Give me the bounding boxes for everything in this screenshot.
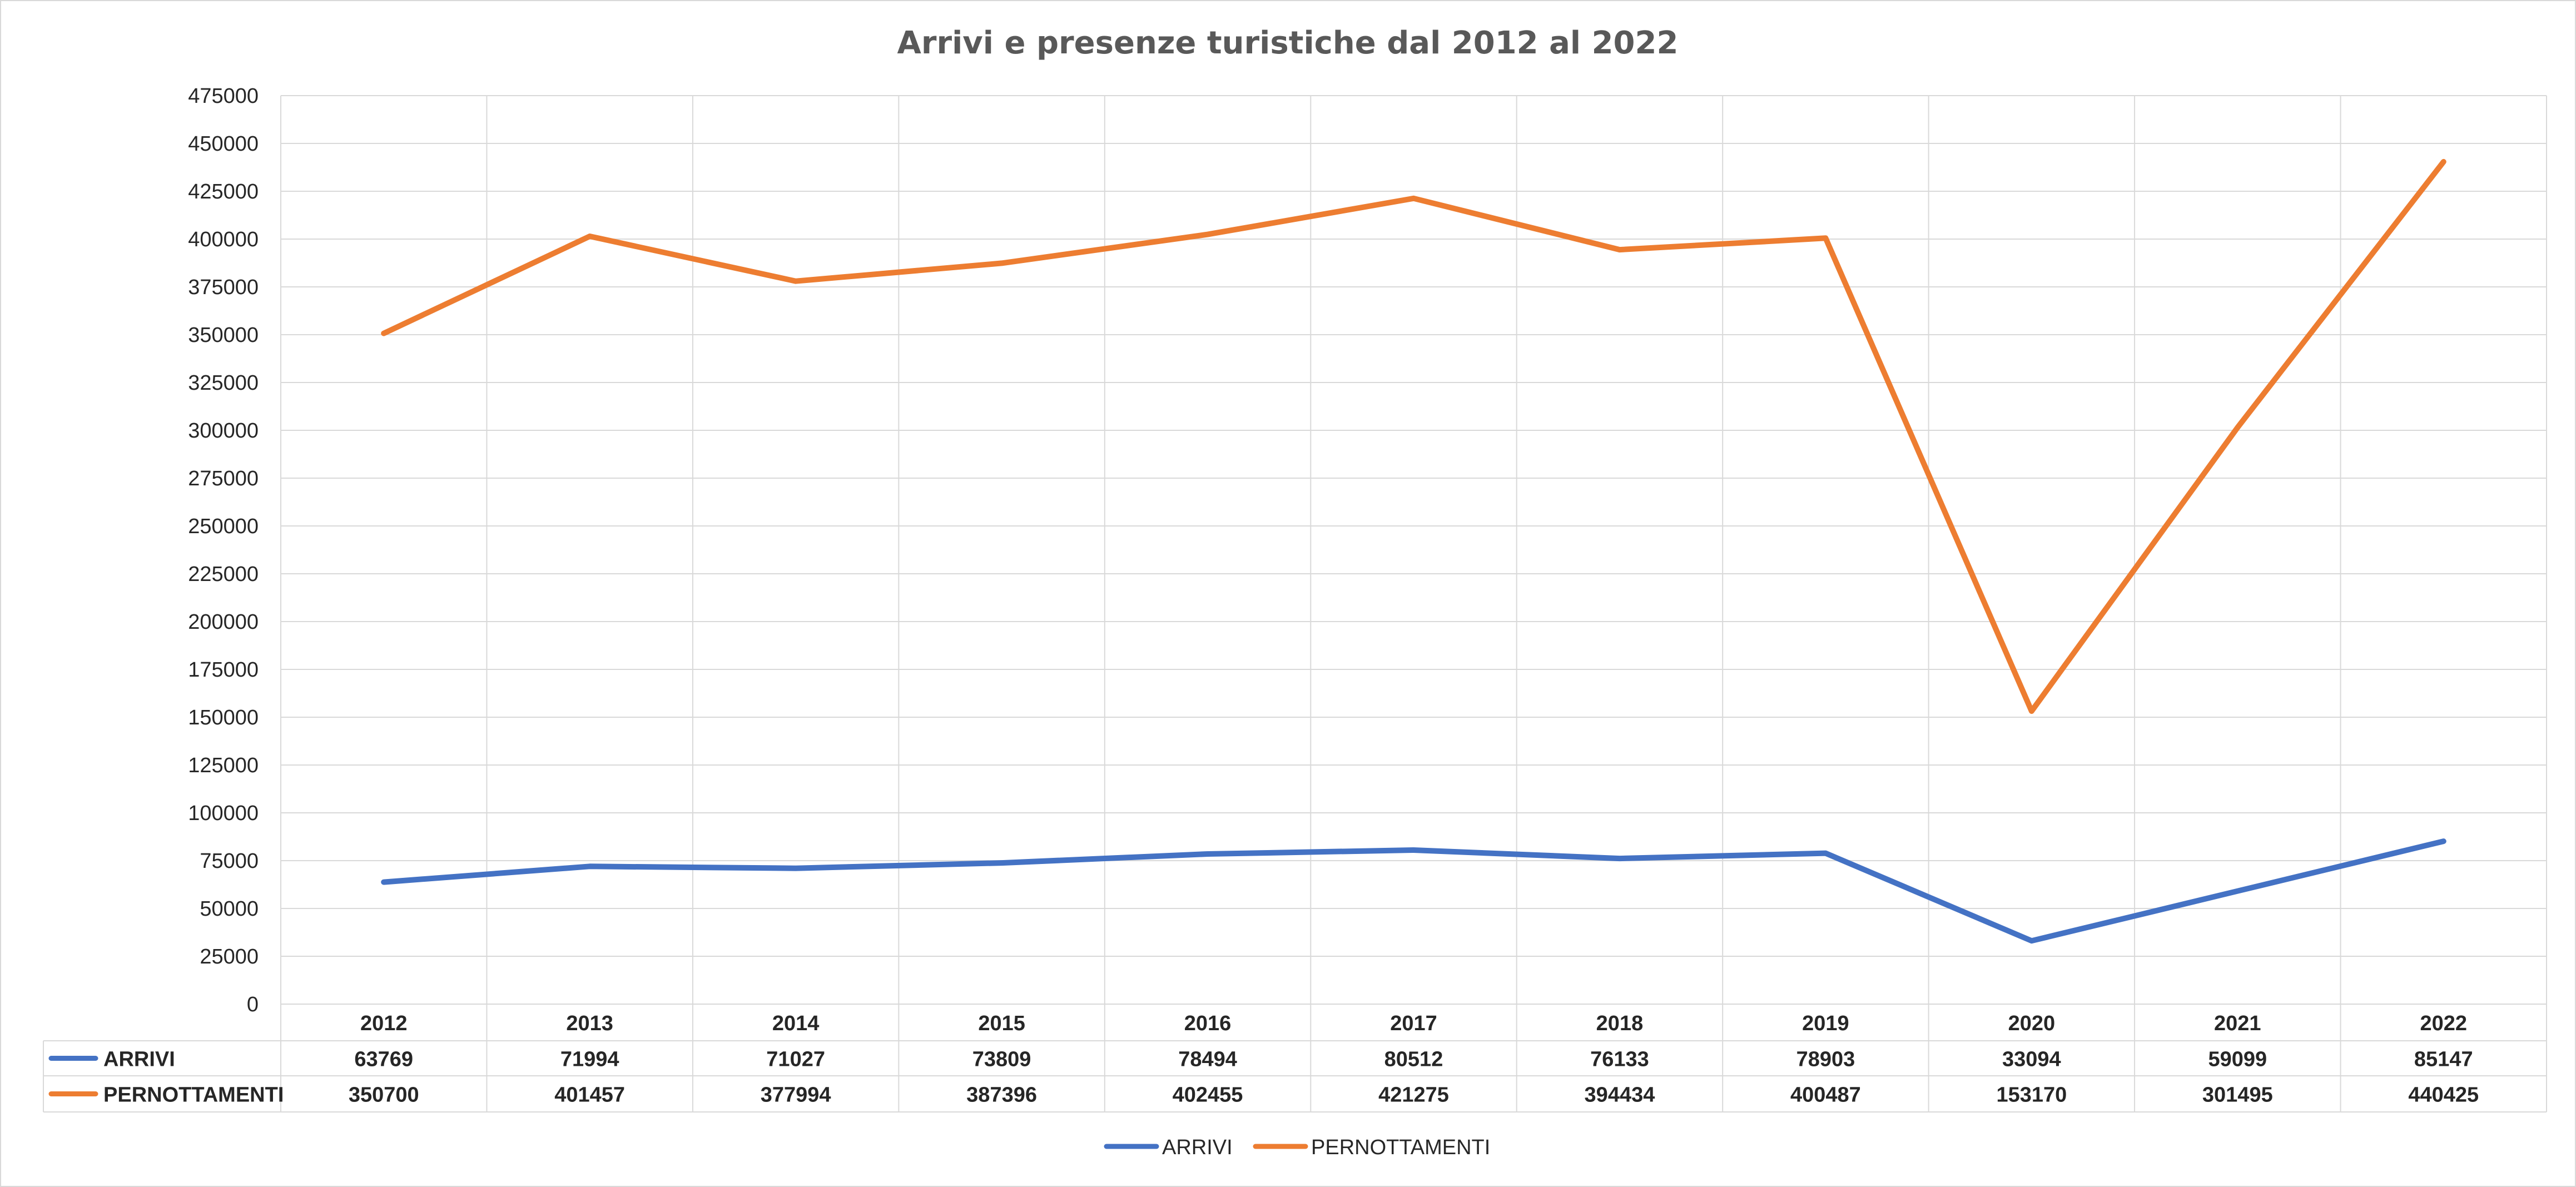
series-lines <box>381 158 2446 944</box>
y-tick-label: 0 <box>247 993 259 1016</box>
data-label: 71027 <box>766 1048 825 1071</box>
y-tick-label: 200000 <box>188 610 259 634</box>
data-label: 387396 <box>966 1084 1037 1107</box>
data-label: 301495 <box>2202 1084 2273 1107</box>
y-tick-label: 425000 <box>188 180 259 203</box>
x-tick-label: 2016 <box>1184 1012 1232 1035</box>
data-label: 421275 <box>1378 1084 1449 1107</box>
data-label: 394434 <box>1585 1084 1655 1107</box>
y-tick-label: 125000 <box>188 754 259 777</box>
data-label: 402455 <box>1173 1084 1243 1107</box>
x-tick-label: 2018 <box>1596 1012 1644 1035</box>
y-tick-label: 300000 <box>188 419 259 443</box>
y-tick-label: 350000 <box>188 324 259 347</box>
x-tick-label: 2021 <box>2214 1012 2261 1035</box>
data-label: 85147 <box>2414 1048 2473 1071</box>
x-tick-label: 2020 <box>2008 1012 2056 1035</box>
x-tick-label: 2015 <box>978 1012 1025 1035</box>
y-tick-label: 175000 <box>188 658 259 682</box>
y-tick-label: 325000 <box>188 371 259 395</box>
data-label: 377994 <box>761 1084 831 1107</box>
table-series-label: ARRIVI <box>103 1048 175 1071</box>
data-label: 71994 <box>560 1048 619 1071</box>
y-tick-label: 75000 <box>200 850 259 873</box>
y-tick-label: 275000 <box>188 467 259 490</box>
legend-label-arrivi: ARRIVI <box>1162 1136 1233 1159</box>
table-series-label: PERNOTTAMENTI <box>103 1084 284 1107</box>
chart-title: Arrivi e presenze turistiche dal 2012 al… <box>897 25 1679 61</box>
gridlines <box>280 95 2547 1112</box>
y-tick-label: 450000 <box>188 132 259 156</box>
legend-label-pernottamenti: PERNOTTAMENTI <box>1311 1136 1490 1159</box>
y-tick-label: 50000 <box>200 897 259 921</box>
data-label: 153170 <box>1996 1084 2067 1107</box>
x-tick-label: 2013 <box>566 1012 613 1035</box>
y-tick-label: 25000 <box>200 945 259 969</box>
data-label: 73809 <box>972 1048 1031 1071</box>
y-tick-label: 250000 <box>188 515 259 538</box>
data-label: 401457 <box>554 1084 625 1107</box>
data-label: 78494 <box>1178 1048 1237 1071</box>
y-axis-ticks: 0 25000 50000 75000 100000 125000 150000 175000… <box>188 85 259 1016</box>
data-label: 80512 <box>1384 1048 1443 1071</box>
x-tick-label: 2014 <box>772 1012 820 1035</box>
legend: ARRIVI PERNOTTAMENTI <box>1104 1136 1490 1159</box>
data-label: 400487 <box>1790 1084 1861 1107</box>
y-tick-label: 100000 <box>188 802 259 825</box>
x-tick-label: 2012 <box>360 1012 408 1035</box>
x-tick-label: 2022 <box>2420 1012 2467 1035</box>
data-label: 350700 <box>349 1084 419 1107</box>
x-tick-label: 2019 <box>1802 1012 1849 1035</box>
y-tick-label: 225000 <box>188 563 259 586</box>
data-table: 2012 2013 2014 2015 2016 2017 2018 2019 2020 2021… <box>43 1004 2547 1112</box>
data-label: 76133 <box>1590 1048 1649 1071</box>
y-tick-label: 375000 <box>188 276 259 299</box>
y-tick-label: 150000 <box>188 706 259 729</box>
y-tick-label: 400000 <box>188 228 259 251</box>
data-label: 59099 <box>2208 1048 2267 1071</box>
data-label: 33094 <box>2002 1048 2061 1071</box>
y-tick-label: 475000 <box>188 85 259 108</box>
data-label: 78903 <box>1796 1048 1855 1071</box>
data-label: 440425 <box>2408 1084 2479 1107</box>
data-label: 63769 <box>354 1048 413 1071</box>
x-tick-label: 2017 <box>1390 1012 1437 1035</box>
